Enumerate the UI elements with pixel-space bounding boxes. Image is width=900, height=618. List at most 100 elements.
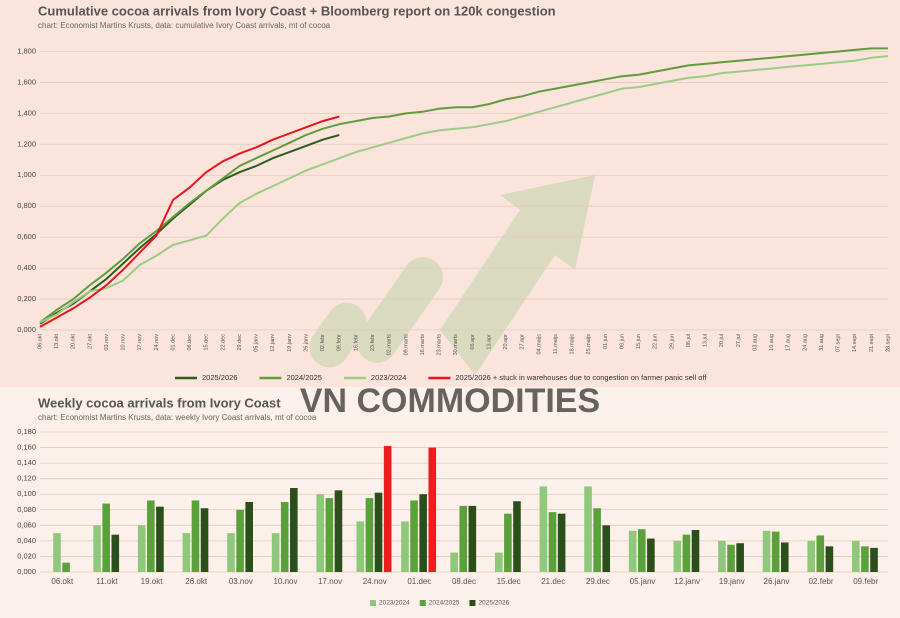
legend-swatch	[469, 600, 476, 606]
bar	[156, 506, 164, 572]
x-tick-label: 17.aug	[786, 334, 792, 351]
x-tick-label: 01.dec	[407, 577, 431, 586]
bar	[356, 521, 365, 572]
bar	[870, 547, 878, 572]
bar	[852, 540, 860, 572]
watermark: VN COMMODITIES	[300, 382, 600, 420]
chart-subtitle: chart: Economist Martins Krusts, data: w…	[38, 413, 317, 422]
chart-title: Cumulative cocoa arrivals from Ivory Coa…	[38, 3, 556, 18]
x-tick-label: 03.nov	[229, 577, 253, 586]
y-tick-label: 1,600	[17, 77, 36, 86]
bar	[191, 500, 200, 572]
bar	[62, 562, 70, 572]
legend-label: 2023/2024	[371, 373, 406, 382]
x-tick-label: 29.jun	[669, 334, 675, 349]
y-tick-label: 0,160	[17, 443, 36, 452]
y-tick-label: 0,140	[17, 458, 36, 467]
bar	[718, 540, 726, 572]
x-tick-label: 13.apr	[486, 334, 492, 350]
x-tick-label: 12.janv	[674, 577, 700, 586]
y-tick-label: 1,000	[17, 170, 36, 179]
x-tick-label: 03.nov	[104, 334, 110, 351]
legend-label: 2025/2026	[478, 600, 509, 607]
bar	[419, 494, 427, 572]
x-tick-label: 06.apr	[470, 334, 476, 350]
x-tick-label: 25.maijs	[586, 334, 592, 355]
x-tick-label: 16.marts	[420, 334, 426, 356]
x-tick-label: 19.okt	[141, 577, 164, 586]
y-tick-label: 0,120	[17, 474, 36, 483]
bar	[200, 508, 209, 572]
x-tick-label: 15.dec	[497, 577, 521, 586]
x-tick-label: 10.nov	[273, 577, 297, 586]
x-tick-label: 06.okt	[37, 334, 43, 349]
legend-label: 2024/2025	[429, 600, 460, 607]
bar	[334, 490, 343, 572]
x-tick-label: 02.febr	[320, 334, 326, 351]
x-tick-label: 22.dec	[220, 334, 226, 351]
x-tick-label: 27.apr	[520, 334, 526, 350]
x-tick-label: 04.maijs	[536, 334, 542, 355]
bar	[93, 525, 101, 572]
x-tick-label: 17.nov	[318, 577, 342, 586]
x-tick-label: 15.jun	[636, 334, 642, 349]
x-tick-label: 19.janv	[287, 334, 293, 352]
y-tick-label: 0,040	[17, 536, 36, 545]
y-tick-label: 0,080	[17, 505, 36, 514]
bar	[271, 533, 280, 572]
bar	[539, 486, 548, 572]
bar	[771, 531, 780, 572]
bar	[736, 543, 744, 572]
bar	[365, 498, 374, 572]
x-tick-label: 07.sept	[836, 334, 842, 353]
x-tick-label: 10.nov	[121, 334, 127, 351]
x-tick-label: 06.jul	[686, 334, 692, 347]
x-tick-label: 30.marts	[453, 334, 459, 356]
bar	[682, 534, 691, 572]
x-tick-label: 02.febr	[809, 577, 834, 586]
y-tick-label: 0,800	[17, 201, 36, 210]
bar	[450, 552, 458, 572]
bar	[147, 500, 155, 572]
bar	[401, 521, 409, 572]
legend-label: 2024/2025	[286, 373, 321, 382]
x-tick-label: 18.maijs	[570, 334, 576, 355]
bar	[325, 498, 334, 572]
x-tick-label: 31.aug	[819, 334, 825, 351]
x-tick-label: 15.dec	[204, 334, 210, 351]
x-tick-label: 16.febr	[353, 334, 359, 351]
legend-label: 2025/2026 + stuck in warehouses due to c…	[455, 373, 707, 382]
y-tick-label: 0,180	[17, 427, 36, 436]
bar	[245, 502, 253, 572]
bar	[468, 505, 477, 572]
x-tick-label: 05.janv	[630, 577, 656, 586]
bar	[513, 501, 521, 572]
y-tick-label: 1,800	[17, 46, 36, 55]
bar	[459, 505, 468, 572]
y-tick-label: 0,020	[17, 551, 36, 560]
y-tick-label: 0,060	[17, 520, 36, 529]
y-tick-label: 0,200	[17, 294, 36, 303]
bar	[816, 535, 825, 572]
bar	[584, 486, 592, 572]
chart-subtitle: chart: Economist Martins Krusts, data: c…	[38, 21, 331, 30]
x-tick-label: 02.marts	[387, 334, 393, 356]
bar	[111, 534, 120, 572]
x-tick-label: 23.marts	[437, 334, 443, 356]
x-tick-label: 29.dec	[586, 577, 610, 586]
x-tick-label: 08.jun	[619, 334, 625, 349]
x-tick-label: 14.sept	[852, 334, 858, 353]
bar	[861, 546, 869, 572]
bar	[290, 488, 298, 572]
x-tick-label: 26.janv	[303, 334, 309, 352]
x-tick-label: 26.janv	[764, 577, 790, 586]
bar	[383, 446, 392, 572]
x-tick-label: 13.jul	[703, 334, 709, 347]
bar	[316, 494, 325, 572]
bar	[374, 492, 383, 572]
bar	[557, 513, 566, 572]
chart-title: Weekly cocoa arrivals from Ivory Coast	[38, 395, 281, 410]
bar	[137, 525, 146, 572]
bar	[548, 512, 557, 572]
bar	[780, 542, 789, 572]
